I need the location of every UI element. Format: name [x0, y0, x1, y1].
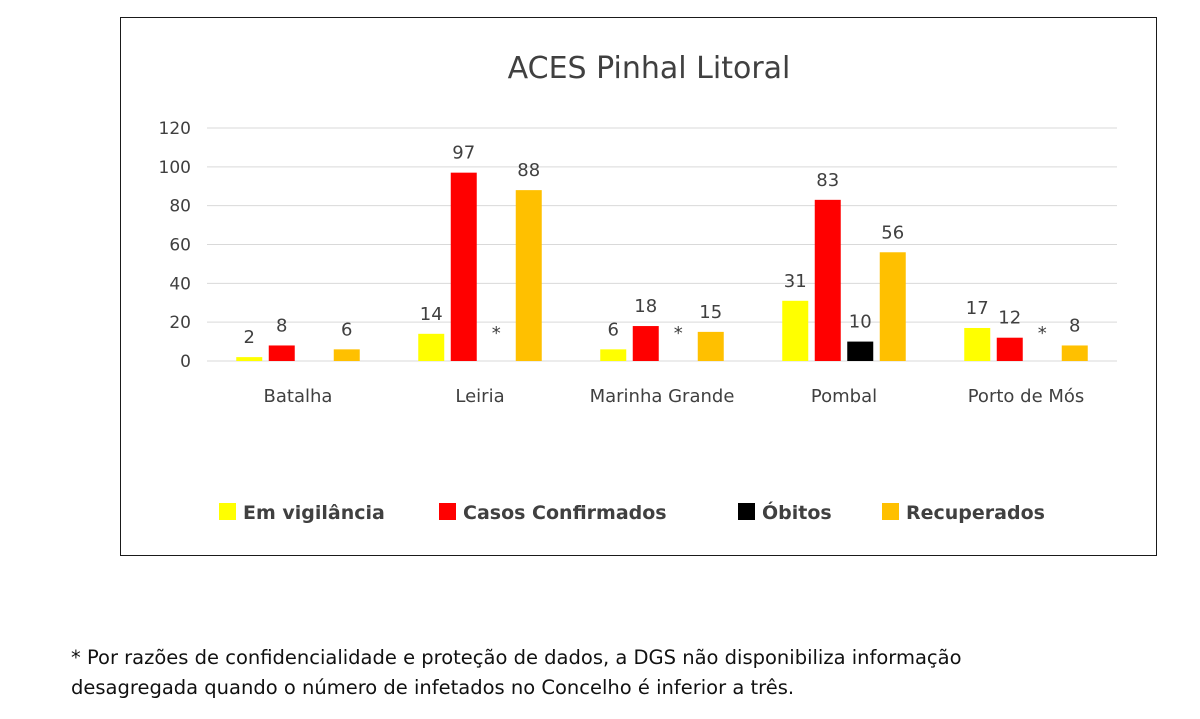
suppressed-marker: *	[674, 323, 683, 344]
data-label: 6	[341, 319, 352, 340]
x-category-label: Pombal	[811, 386, 877, 407]
x-category-label: Marinha Grande	[590, 386, 735, 407]
suppressed-marker: *	[492, 323, 501, 344]
chart-title: ACES Pinhal Litoral	[508, 51, 791, 86]
legend-label: Óbitos	[762, 500, 832, 524]
y-axis-ticks: 0 20 40 60 80 100 120	[159, 119, 191, 372]
y-tick-label: 40	[169, 274, 191, 294]
data-label: 8	[276, 315, 287, 336]
data-label: 6	[608, 319, 619, 340]
bar	[1061, 345, 1088, 361]
x-axis-categories: Batalha Leiria Marinha Grande Pombal Porto d…	[264, 386, 1085, 407]
y-tick-label: 0	[180, 352, 191, 372]
chart-frame: 0 20 40 60 80 100 120 2 8 6 14 97 * 88 6 18 * 15 31 83 10 56…	[120, 17, 1157, 556]
bar	[600, 349, 627, 361]
legend-swatch	[882, 503, 899, 520]
x-category-label: Porto de Mós	[968, 386, 1085, 407]
data-label: 10	[849, 312, 872, 333]
y-tick-label: 100	[159, 158, 191, 178]
legend: Em vigilância Casos Confirmados Óbitos Recu…	[219, 500, 1045, 524]
legend-label: Recuperados	[906, 502, 1045, 524]
bar	[847, 341, 874, 361]
legend-swatch	[439, 503, 456, 520]
data-label: 83	[816, 170, 839, 191]
bars	[236, 172, 1088, 361]
bar	[450, 172, 477, 361]
data-label: 12	[998, 308, 1021, 329]
bar	[879, 252, 906, 361]
data-label: 15	[699, 302, 722, 323]
bar	[782, 300, 809, 361]
footnote: * Por razões de confidencialidade e prot…	[71, 643, 1181, 703]
y-tick-label: 20	[169, 313, 191, 333]
y-tick-label: 80	[169, 197, 191, 217]
data-label: 17	[966, 298, 989, 319]
bar	[268, 345, 295, 361]
data-label: 56	[881, 222, 904, 243]
bar	[632, 326, 659, 361]
data-label: 31	[784, 271, 807, 292]
bar	[697, 331, 724, 361]
data-label: 18	[634, 296, 657, 317]
legend-swatch	[219, 503, 236, 520]
footnote-line-1: * Por razões de confidencialidade e prot…	[71, 646, 962, 669]
x-category-label: Batalha	[264, 386, 333, 407]
data-label: 8	[1069, 315, 1080, 336]
data-label: 88	[517, 160, 540, 181]
bar	[996, 337, 1023, 361]
bar	[515, 190, 542, 361]
bar	[814, 199, 841, 361]
bar	[236, 357, 263, 361]
data-label: 97	[452, 143, 475, 164]
gridlines	[207, 127, 1117, 362]
legend-label: Casos Confirmados	[463, 502, 667, 524]
y-tick-label: 120	[159, 119, 191, 139]
bar	[418, 333, 445, 361]
data-label: 14	[420, 304, 443, 325]
suppressed-marker: *	[1038, 323, 1047, 344]
legend-swatch	[738, 503, 755, 520]
bar	[333, 349, 360, 361]
y-tick-label: 60	[169, 236, 191, 256]
data-label: 2	[244, 327, 255, 348]
bar	[964, 327, 991, 361]
x-category-label: Leiria	[455, 386, 504, 407]
legend-label: Em vigilância	[243, 502, 385, 524]
footnote-line-2: desagregada quando o número de infetados…	[71, 676, 795, 699]
